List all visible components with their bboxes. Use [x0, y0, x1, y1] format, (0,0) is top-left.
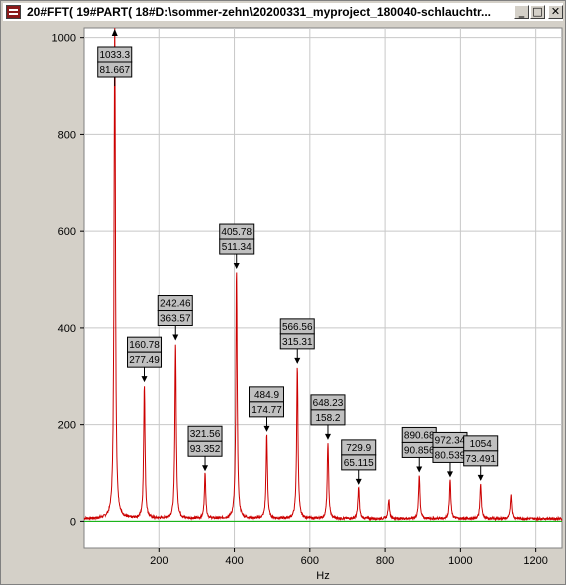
- peak-bottom-value: 315.31: [282, 337, 313, 348]
- peak-bottom-value: 80.539: [435, 450, 466, 461]
- peak-label: 729.9 65.115: [341, 439, 377, 485]
- plot-panel: 200 400 600 800 1000 1200 0 200 400 600 800 1000 Hz 1…: [3, 22, 565, 584]
- peak-bottom-value: 65.115: [344, 458, 374, 469]
- peak-label: 405.78 511.34: [219, 223, 255, 270]
- x-tick-label: 200: [150, 555, 168, 567]
- peak-top-value: 242.46: [160, 299, 191, 310]
- peak-arrow: [233, 263, 240, 270]
- y-tick-label: 1000: [52, 33, 76, 45]
- peak-label: 972.34 80.539: [432, 431, 468, 478]
- y-tick-label: 0: [70, 516, 76, 528]
- peak-arrow: [477, 474, 484, 481]
- peak-box-bottom: [279, 333, 315, 350]
- peak-label: 321.56 93.352: [187, 425, 223, 472]
- peak-bottom-value: 174.77: [251, 405, 282, 416]
- window-title: 20#FFT( 19#PART( 18#D:\sommer-zehn\20200…: [27, 5, 491, 19]
- x-axis-label: Hz: [316, 570, 329, 582]
- peak-top-value: 566.56: [282, 322, 313, 333]
- y-tick-label: 600: [58, 226, 76, 238]
- peak-top-value: 321.56: [190, 429, 221, 440]
- y-tick-label: 200: [58, 420, 76, 432]
- maximize-button[interactable]: □: [530, 5, 545, 19]
- peak-box-bottom: [187, 440, 223, 457]
- peak-arrow: [324, 433, 331, 440]
- peak-top-value: 890.68: [404, 430, 435, 441]
- peak-label: 1054 73.491: [463, 435, 499, 481]
- x-tick-label: 800: [376, 555, 394, 567]
- peak-bottom-value: 81.667: [99, 65, 130, 76]
- peak-top-value: 648.23: [313, 398, 344, 409]
- peak-top-value: 405.78: [221, 227, 252, 238]
- peak-top-value: 1033.3: [99, 50, 130, 61]
- peak-bottom-value: 73.491: [465, 454, 496, 465]
- minimize-button[interactable]: _: [514, 5, 529, 19]
- peak-label: 1033.3 81.667: [97, 29, 133, 87]
- peak-box-bottom: [341, 454, 377, 471]
- peak-box-bottom: [463, 450, 499, 467]
- peak-top-value: 160.78: [129, 340, 160, 351]
- x-tick-label: 600: [301, 555, 319, 567]
- peak-label: 160.78 277.49: [127, 336, 163, 383]
- y-tick-label: 400: [58, 323, 76, 335]
- y-tick-label: 800: [58, 129, 76, 141]
- peak-arrow: [202, 465, 209, 472]
- peak-arrow: [355, 478, 362, 485]
- peak-box-bottom: [97, 61, 133, 78]
- peak-box-bottom: [127, 351, 163, 368]
- peak-top-value: 972.34: [435, 435, 466, 446]
- x-tick-label: 1200: [523, 555, 547, 567]
- peak-label: 242.46 363.57: [157, 295, 193, 341]
- peak-box-bottom: [249, 401, 285, 418]
- peak-top-value: 1054: [470, 439, 493, 450]
- x-tick-label: 400: [225, 555, 243, 567]
- peak-arrow: [416, 466, 423, 473]
- peak-arrow: [446, 471, 453, 478]
- plot-area: [83, 27, 563, 549]
- peak-label: 566.56 315.31: [279, 318, 315, 364]
- title-bar[interactable]: 20#FFT( 19#PART( 18#D:\sommer-zehn\20200…: [3, 3, 563, 21]
- peak-box-bottom: [219, 238, 255, 255]
- close-button[interactable]: ✕: [548, 5, 563, 19]
- peak-arrow: [172, 334, 179, 341]
- peak-arrow: [111, 29, 118, 36]
- peak-bottom-value: 93.352: [190, 444, 221, 455]
- peak-label: 890.68 90.856: [401, 426, 437, 473]
- peak-arrow: [294, 357, 301, 364]
- peak-bottom-value: 363.57: [160, 314, 191, 325]
- peak-label: 648.23 158.2: [310, 394, 346, 440]
- peak-bottom-value: 511.34: [222, 242, 252, 253]
- app-icon[interactable]: [6, 5, 21, 19]
- fft-spectrum-chart[interactable]: 200 400 600 800 1000 1200 0 200 400 600 800 1000 Hz 1…: [3, 22, 565, 584]
- peak-arrow: [141, 376, 148, 383]
- peak-bottom-value: 90.856: [404, 445, 435, 456]
- peak-arrow: [263, 425, 270, 432]
- peak-bottom-value: 277.49: [129, 355, 160, 366]
- peak-bottom-value: 158.2: [315, 413, 340, 424]
- peak-top-value: 729.9: [346, 443, 371, 454]
- peak-box-bottom: [157, 310, 193, 327]
- spectrum-line: [83, 27, 563, 522]
- x-tick-label: 1000: [448, 555, 472, 567]
- peak-box-bottom: [310, 409, 346, 426]
- peak-top-value: 484.9: [254, 390, 279, 401]
- peak-label: 484.9 174.77: [249, 386, 285, 432]
